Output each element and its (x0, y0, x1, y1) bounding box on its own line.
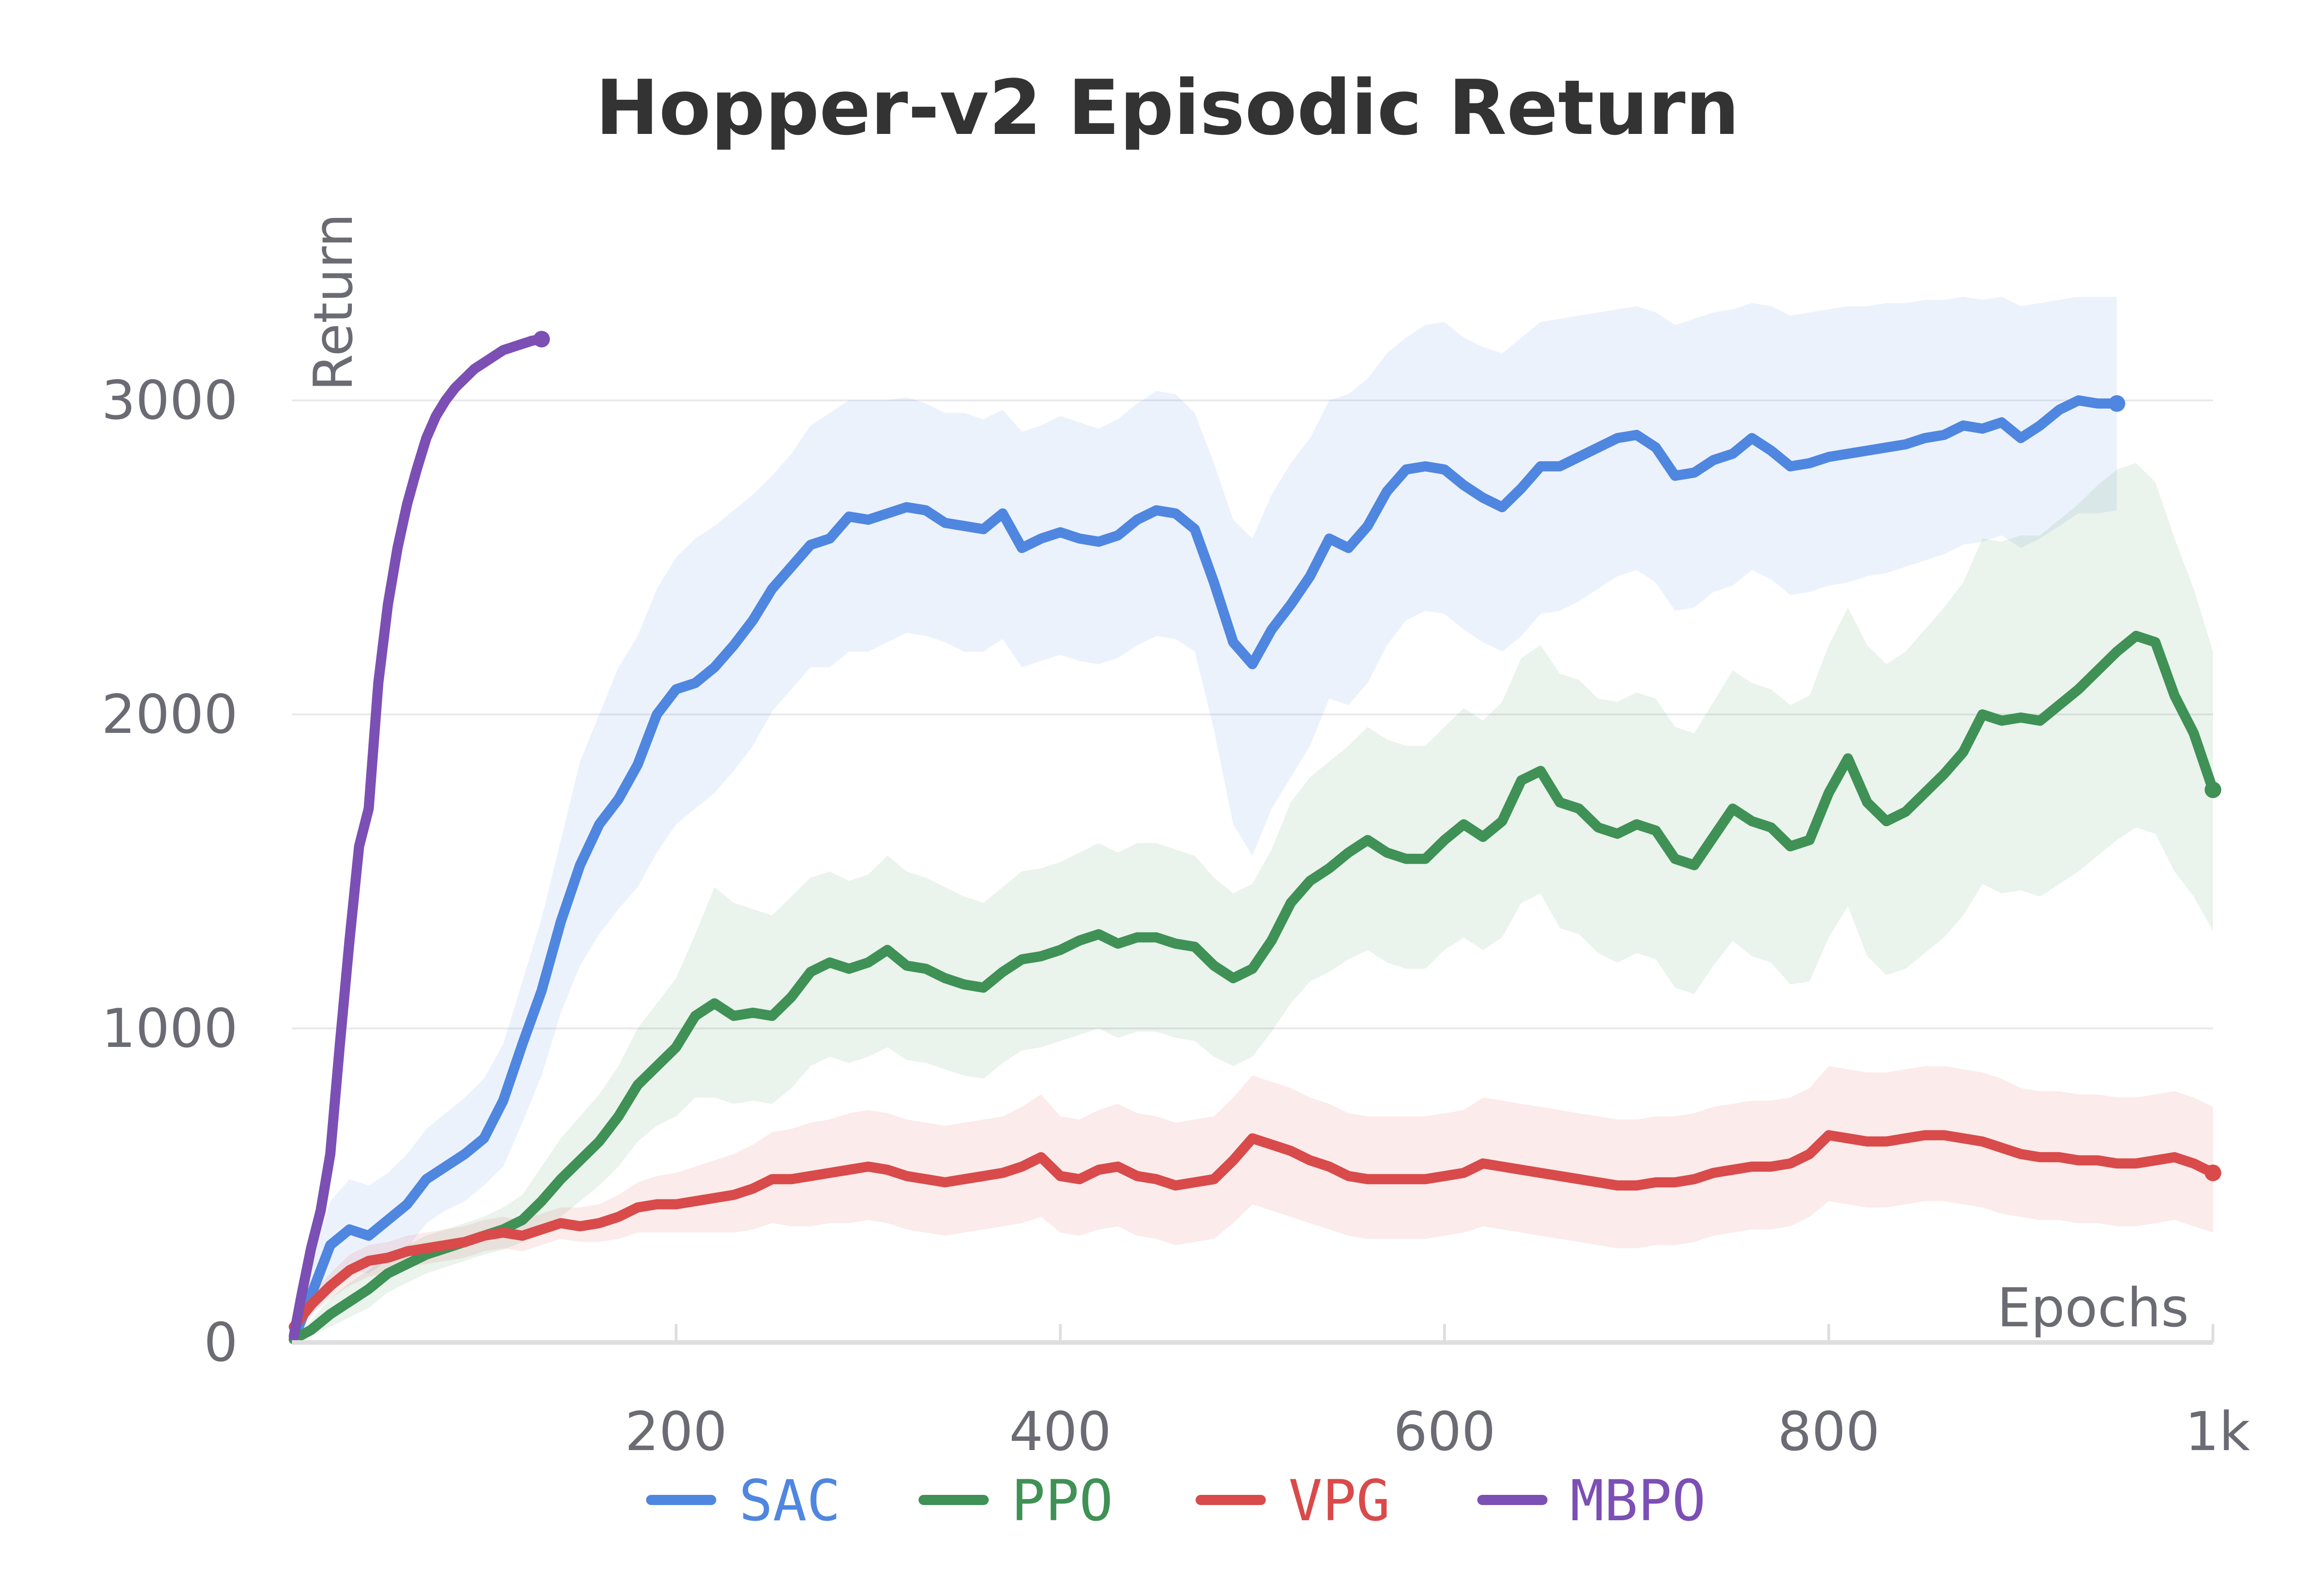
series-line-mbpo (289, 334, 547, 1342)
series-line-vpg (289, 1130, 2218, 1332)
band-sac (294, 296, 2117, 1342)
series-line-sac (289, 395, 2122, 1345)
legend-label: MBPO (1570, 1468, 1706, 1534)
tick-labels: 0 1000 2000 3000 200 400 600 800 1k (102, 369, 2250, 1463)
y-tick-label: 2000 (102, 683, 238, 746)
y-tick-label: 3000 (102, 369, 238, 432)
legend-label: PPO (1011, 1468, 1113, 1534)
legend-item-mbpo[interactable]: MBPO (1477, 1468, 1706, 1534)
series-end-marker-vpg (2205, 1164, 2221, 1181)
series-line-ppo (289, 631, 2218, 1345)
x-axis-label: Epochs (1997, 1277, 2189, 1339)
legend-item-sac[interactable]: SAC (646, 1468, 840, 1534)
x-tick-label: 400 (1009, 1401, 1111, 1463)
chart-title: Hopper-v2 Episodic Return (595, 64, 1739, 152)
x-tick-label: 200 (625, 1401, 727, 1463)
series-lines (289, 331, 2221, 1345)
band-ppo (294, 463, 2213, 1342)
legend-item-ppo[interactable]: PPO (919, 1468, 1113, 1534)
x-tick-label: 1k (2185, 1401, 2250, 1463)
x-tick-label: 800 (1777, 1401, 1880, 1463)
y-tick-label: 0 (204, 1312, 238, 1374)
confidence-bands (294, 296, 2213, 1342)
legend-label: SAC (739, 1468, 840, 1534)
y-axis-label: Return (302, 213, 365, 391)
grid-lines (292, 399, 2213, 1029)
x-tick-label: 600 (1393, 1401, 1495, 1463)
legend-item-vpg[interactable]: VPG (1196, 1468, 1390, 1534)
y-tick-label: 1000 (102, 998, 238, 1060)
legend-label: VPG (1288, 1468, 1390, 1534)
band-vpg (294, 1066, 2213, 1333)
legend: SAC PPO VPG MBPO (646, 1468, 1706, 1534)
series-end-marker-mbpo (533, 331, 550, 348)
series-end-marker-sac (2109, 395, 2125, 412)
series-end-marker-ppo (2205, 781, 2221, 798)
